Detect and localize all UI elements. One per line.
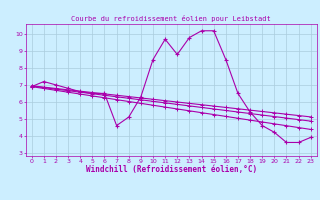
- Title: Courbe du refroidissement éolien pour Leibstadt: Courbe du refroidissement éolien pour Le…: [71, 15, 271, 22]
- X-axis label: Windchill (Refroidissement éolien,°C): Windchill (Refroidissement éolien,°C): [86, 165, 257, 174]
